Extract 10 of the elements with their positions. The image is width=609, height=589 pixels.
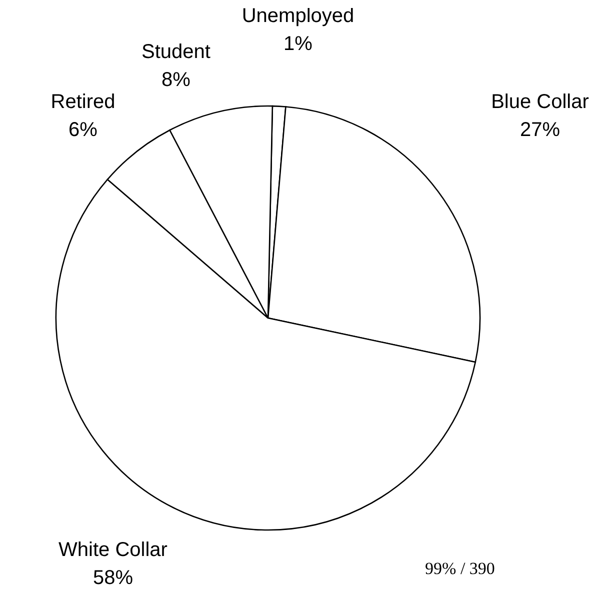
data-label: 8% [162, 69, 191, 91]
data-label: 27% [520, 119, 560, 141]
data-label: 6% [68, 119, 98, 141]
slice-label: Retired [50, 91, 116, 113]
slice-label: Student [142, 41, 211, 63]
data-label: 1% [284, 33, 313, 55]
data-label: 58% [92, 567, 134, 589]
text: 99% / 390 [425, 559, 495, 578]
slice-label: Blue Collar [491, 91, 590, 113]
slice-label: White Collar [58, 539, 168, 561]
